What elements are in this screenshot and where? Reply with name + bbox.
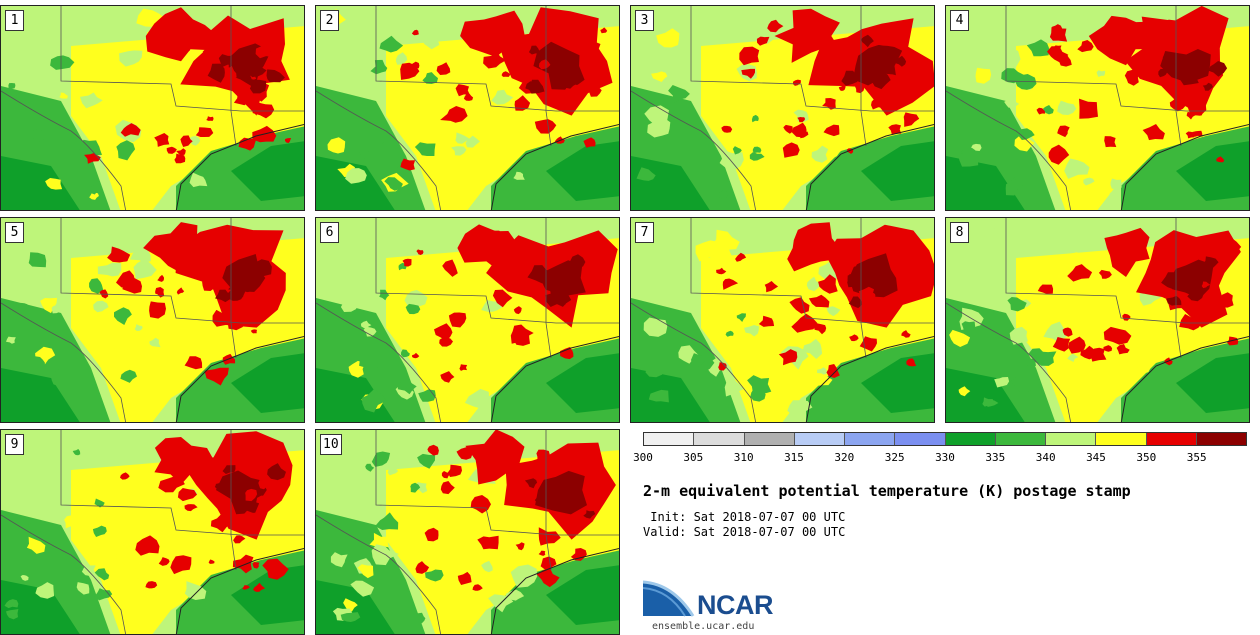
- colorbar-swatch: [644, 433, 695, 445]
- ensemble-member-map: 7: [630, 217, 935, 423]
- colorbar-swatch: [845, 433, 896, 445]
- colorbar-swatch: [1196, 433, 1246, 445]
- colorbar-tick-label: 335: [985, 451, 1006, 464]
- colorbar-swatch: [995, 433, 1046, 445]
- member-number: 3: [635, 10, 654, 31]
- plot-title: 2-m equivalent potential temperature (K)…: [643, 482, 1131, 500]
- colorbar-tick-label: 345: [1086, 451, 1106, 464]
- colorbar: [643, 432, 1247, 446]
- colorbar-swatch: [1096, 433, 1147, 445]
- colorbar-tick-label: 340: [1035, 451, 1056, 464]
- colorbar-swatch: [694, 433, 745, 445]
- member-number: 1: [5, 10, 24, 31]
- ncar-logo-icon: [643, 580, 695, 617]
- ensemble-member-map: 2: [315, 5, 620, 211]
- ensemble-member-map: 5: [0, 217, 305, 423]
- colorbar-tick-label: 320: [834, 451, 855, 464]
- member-number: 6: [320, 222, 339, 243]
- ncar-logo-text: NCAR: [697, 590, 774, 620]
- valid-time: Valid: Sat 2018-07-07 00 UTC: [643, 525, 846, 539]
- colorbar-tick-label: 355: [1186, 451, 1207, 464]
- ensemble-member-map: 6: [315, 217, 620, 423]
- member-number: 9: [5, 434, 24, 455]
- colorbar-swatch: [744, 433, 795, 445]
- colorbar-swatch: [895, 433, 946, 445]
- colorbar-tick-label: 305: [683, 451, 704, 464]
- colorbar-tick-label: 315: [784, 451, 804, 464]
- colorbar-swatch: [1046, 433, 1097, 445]
- colorbar-swatch: [945, 433, 996, 445]
- colorbar-tick-label: 350: [1136, 451, 1157, 464]
- init-time: Init: Sat 2018-07-07 00 UTC: [643, 510, 846, 524]
- ensemble-member-map: 1: [0, 5, 305, 211]
- colorbar-tick-label: 310: [733, 451, 754, 464]
- ensemble-member-map: 10: [315, 429, 620, 635]
- member-number: 2: [320, 10, 339, 31]
- ensemble-member-map: 9: [0, 429, 305, 635]
- member-number: 4: [950, 10, 969, 31]
- site-url: ensemble.ucar.edu: [652, 621, 755, 632]
- member-number: 7: [635, 222, 654, 243]
- colorbar-swatch: [1146, 433, 1197, 445]
- colorbar-swatch: [794, 433, 845, 445]
- member-number: 8: [950, 222, 969, 243]
- member-number: 5: [5, 222, 24, 243]
- colorbar-tick-label: 330: [935, 451, 955, 464]
- ensemble-member-map: 3: [630, 5, 935, 211]
- ensemble-member-map: 8: [945, 217, 1250, 423]
- colorbar-tick-label: 325: [884, 451, 905, 464]
- ensemble-member-map: 4: [945, 5, 1250, 211]
- member-number: 10: [320, 434, 342, 455]
- colorbar-tick-label: 300: [633, 451, 653, 464]
